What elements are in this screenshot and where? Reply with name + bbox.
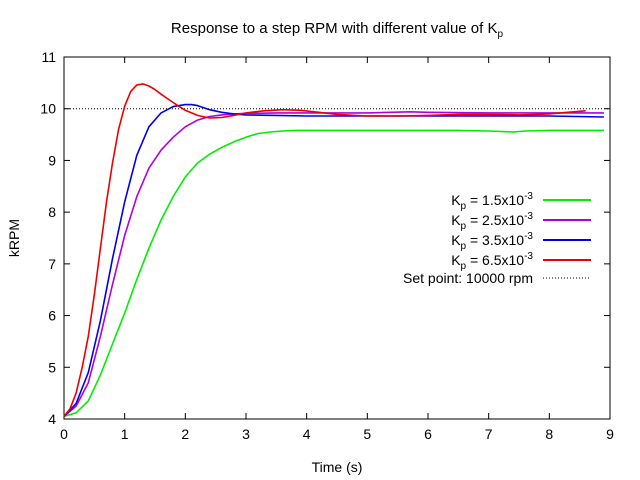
y-axis: 4 5 6 7 8 9 10 11 [40, 49, 610, 427]
x-tick-label: 0 [60, 426, 68, 442]
series-line-2 [63, 111, 604, 418]
x-tick-label: 8 [545, 426, 553, 442]
y-tick-label: 5 [48, 359, 56, 375]
plot-frame [63, 56, 611, 420]
y-tick-label: 11 [41, 49, 56, 65]
legend: Kp = 1.5x10-3Kp = 2.5x10-3Kp = 3.5x10-3K… [403, 191, 591, 286]
x-tick-label: 7 [485, 426, 493, 442]
y-axis-label: kRPM [6, 219, 22, 257]
series-line-1 [63, 129, 604, 418]
y-tick-label: 7 [48, 256, 56, 272]
series-lines [63, 83, 604, 418]
y-tick-label: 8 [48, 204, 56, 220]
legend-label-1: Kp = 1.5x10-3 [451, 191, 533, 212]
x-tick-label: 1 [121, 426, 129, 442]
x-tick-label: 2 [181, 426, 189, 442]
y-tick-label: 4 [48, 411, 56, 427]
x-tick-label: 9 [606, 426, 614, 442]
legend-label-setpoint: Set point: 10000 rpm [403, 270, 533, 286]
x-axis: 0 1 2 3 4 5 6 7 8 9 [60, 57, 614, 442]
x-tick-label: 6 [424, 426, 432, 442]
y-tick-label: 9 [48, 152, 56, 168]
series-line-4 [63, 83, 586, 417]
x-axis-label: Time (s) [312, 459, 363, 475]
y-tick-label: 10 [40, 101, 56, 117]
y-tick-label: 6 [48, 308, 56, 324]
x-tick-label: 5 [363, 426, 371, 442]
legend-label-4: Kp = 6.5x10-3 [451, 251, 533, 272]
chart-title: Response to a step RPM with different va… [171, 20, 504, 40]
legend-label-3: Kp = 3.5x10-3 [451, 231, 533, 252]
legend-label-2: Kp = 2.5x10-3 [451, 211, 533, 232]
x-tick-label: 3 [242, 426, 250, 442]
x-tick-label: 4 [303, 426, 311, 442]
